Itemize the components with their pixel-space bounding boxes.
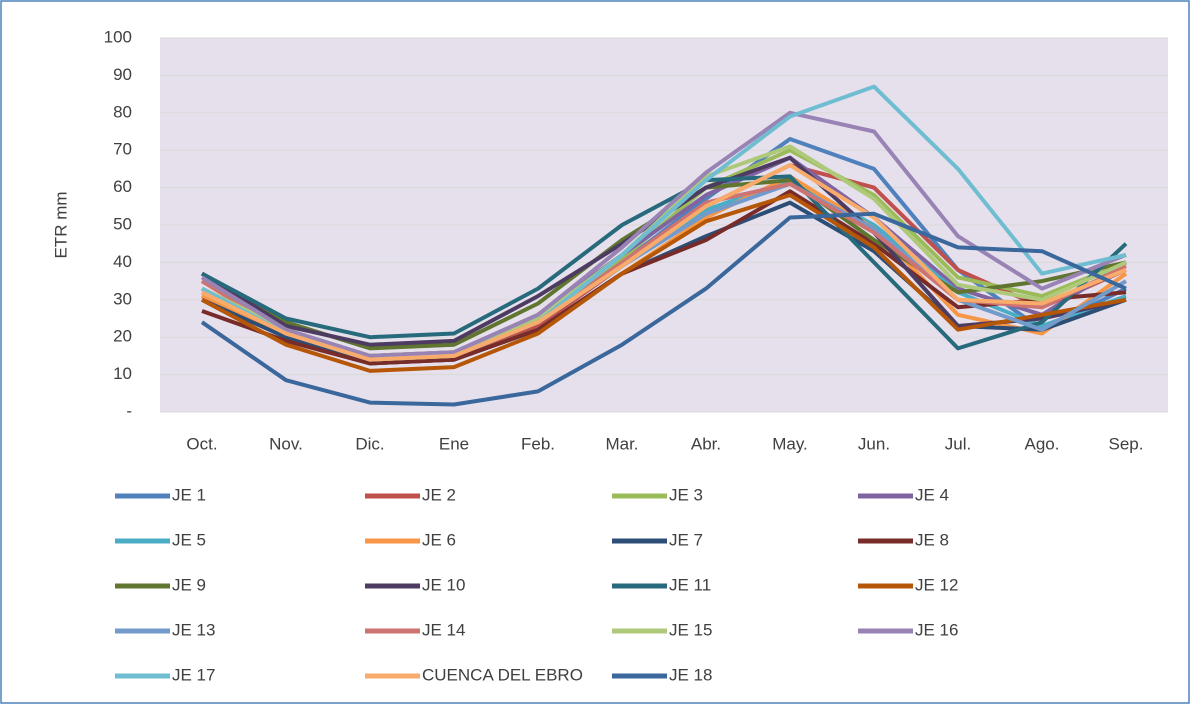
y-tick-label: 10 (113, 364, 132, 383)
legend-label: JE 12 (915, 575, 958, 594)
legend-label: JE 9 (172, 575, 206, 594)
x-tick-label: Ago. (1025, 434, 1060, 453)
legend-label: JE 15 (669, 620, 712, 639)
x-tick-label: Abr. (691, 434, 721, 453)
x-tick-label: Dic. (355, 434, 384, 453)
legend-label: JE 2 (422, 485, 456, 504)
y-tick-label: - (126, 401, 132, 420)
legend-label: JE 6 (422, 530, 456, 549)
x-tick-label: Oct. (186, 434, 217, 453)
x-tick-label: Sep. (1109, 434, 1144, 453)
legend-label: JE 3 (669, 485, 703, 504)
y-tick-label: 80 (113, 102, 132, 121)
y-tick-label: 100 (104, 27, 132, 46)
y-tick-label: 30 (113, 289, 132, 308)
legend-label: JE 18 (669, 665, 712, 684)
legend-label: JE 1 (172, 485, 206, 504)
legend-label: JE 11 (669, 575, 711, 594)
series-line (201, 193, 1127, 373)
series-line (200, 211, 1127, 407)
series-line (201, 174, 1128, 351)
legend-label: JE 4 (915, 485, 949, 504)
legend-label: JE 8 (915, 530, 949, 549)
legend-label: JE 16 (915, 620, 958, 639)
x-tick-label: Jun. (858, 434, 890, 453)
y-tick-label: 70 (113, 140, 132, 159)
series-line (201, 163, 1127, 362)
x-tick-label: Mar. (605, 434, 638, 453)
legend-label: JE 7 (669, 530, 703, 549)
legend-label: CUENCA DEL EBRO (422, 665, 583, 684)
y-tick-label: 20 (113, 327, 132, 346)
legend-label: JE 14 (422, 620, 465, 639)
y-tick-label: 90 (113, 65, 132, 84)
y-axis-label: ETR mm (51, 191, 70, 258)
x-tick-label: Jul. (945, 434, 971, 453)
y-tick-label: 50 (113, 214, 132, 233)
legend-label: JE 17 (172, 665, 215, 684)
x-tick-label: Feb. (521, 434, 555, 453)
x-tick-label: May. (772, 434, 808, 453)
series-line (200, 110, 1127, 358)
x-tick-label: Ene (439, 434, 469, 453)
legend-label: JE 13 (172, 620, 215, 639)
y-tick-label: 60 (113, 177, 132, 196)
x-tick-label: Nov. (269, 434, 303, 453)
legend-label: JE 5 (172, 530, 206, 549)
legend-label: JE 10 (422, 575, 465, 594)
y-tick-label: 40 (113, 252, 132, 271)
